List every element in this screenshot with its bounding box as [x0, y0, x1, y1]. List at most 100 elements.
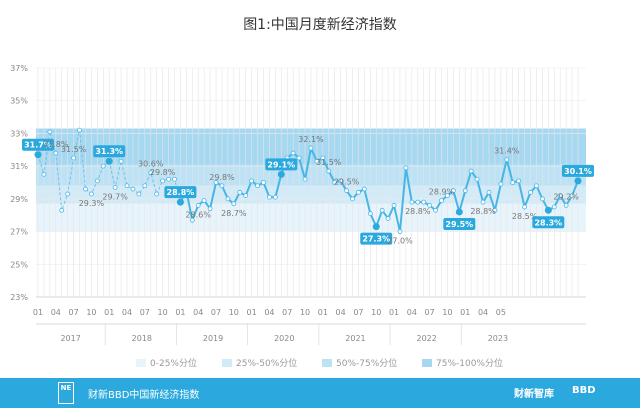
data-point: [397, 229, 403, 234]
legend-item-q3: 50%-75%分位: [322, 356, 397, 369]
x-tick-label: 07: [425, 308, 435, 317]
highlight-label-bg: [164, 186, 197, 199]
y-tick-label: 33%: [10, 129, 28, 138]
x-tick-label: 10: [442, 308, 452, 317]
data-point: [361, 186, 367, 192]
year-label: 2017: [60, 334, 80, 343]
x-axis: 01 04 07 10 01 04 07 10 01 04 07 10 01 04 07 10 01 04 07 10…: [33, 296, 586, 345]
data-point: [189, 217, 195, 223]
data-label: 31.5%: [61, 145, 87, 154]
x-tick-label: 01: [460, 308, 470, 317]
y-tick-label: 29%: [10, 195, 28, 204]
data-label: 29.8%: [150, 168, 176, 177]
highlight-label-bg: [443, 217, 476, 230]
legend-item-q4: 75%-100%分位: [422, 356, 503, 369]
highlight-label-bg: [532, 216, 565, 229]
legend-item-q1: 0-25%分位: [136, 356, 197, 369]
ne-logo: NE: [58, 382, 74, 404]
data-label: 28.6%: [186, 210, 212, 219]
data-point: [326, 168, 332, 174]
data-point: [433, 207, 438, 213]
data-point: [272, 194, 278, 200]
data-point: [166, 176, 171, 182]
data-point: [421, 199, 427, 205]
year-label: 2023: [488, 334, 508, 343]
data-point: [356, 189, 361, 195]
highlight-label-bg: [562, 164, 594, 177]
legend-swatch: [222, 358, 232, 367]
data-point: [130, 186, 136, 192]
x-tick-label: 01: [318, 308, 328, 317]
x-tick-label: 10: [300, 308, 310, 317]
legend-swatch: [322, 358, 332, 367]
data-point: [338, 178, 344, 184]
highlight-label: 28.8%: [167, 188, 195, 197]
data-label: 28.5%: [512, 212, 538, 221]
data-label: 29.5%: [334, 178, 360, 187]
highlight-label-bg: [22, 138, 54, 151]
data-point: [89, 191, 94, 197]
data-point: [172, 176, 177, 182]
data-point: [504, 157, 510, 163]
data-point: [486, 189, 492, 195]
data-point: [142, 183, 148, 189]
caixin-think-tank-logo: 财新智库: [514, 389, 554, 400]
data-point: [551, 204, 557, 210]
year-label: 2018: [132, 334, 152, 343]
data-point: [320, 155, 326, 161]
data-point: [83, 186, 88, 192]
data-point: [528, 189, 533, 195]
data-label: 31.5%: [316, 158, 342, 167]
data-point: [207, 206, 213, 212]
x-tick-label: 10: [229, 308, 239, 317]
data-point: [59, 207, 65, 213]
x-tick-label: 01: [33, 308, 43, 317]
x-tick-label: 01: [247, 308, 257, 317]
data-point: [71, 155, 77, 161]
highlight-point: [574, 177, 582, 185]
x-tick-label: 07: [282, 308, 292, 317]
x-tick-label: 10: [158, 308, 168, 317]
x-tick-label: 07: [211, 308, 221, 317]
highlight-label: 29.1%: [267, 160, 295, 169]
y-tick-label: 35%: [10, 97, 28, 106]
data-label: 31.8%: [43, 140, 69, 149]
highlight-point: [105, 157, 113, 165]
data-point: [243, 193, 249, 198]
highlight-label-bg: [265, 158, 298, 171]
highlight-label: 31.3%: [95, 147, 123, 156]
data-point: [415, 199, 421, 205]
legend-label: 50%-75%分位: [336, 359, 398, 369]
data-point: [314, 158, 320, 164]
x-tick-label: 04: [193, 308, 203, 317]
highlight-point: [455, 208, 463, 216]
data-point: [409, 199, 415, 205]
data-label: 31.4%: [494, 147, 520, 156]
data-point: [569, 193, 575, 198]
x-tick-label: 05: [496, 308, 506, 317]
legend-swatch: [136, 358, 146, 367]
x-tick-label: 07: [140, 308, 150, 317]
legend-label: 0-25%分位: [150, 359, 197, 369]
data-point: [124, 183, 130, 189]
x-tick-label: 04: [336, 308, 346, 317]
highlight-point: [372, 223, 380, 231]
data-point: [480, 199, 486, 205]
data-point: [118, 158, 124, 164]
highlight-label: 29.5%: [445, 220, 473, 229]
data-point: [445, 193, 450, 198]
legend-swatch: [422, 358, 432, 367]
data-point: [77, 127, 82, 133]
data-label: 29.2%: [553, 192, 579, 201]
data-point: [385, 216, 391, 221]
data-label: 28.9%: [429, 187, 455, 196]
data-point: [557, 193, 563, 198]
data-point: [65, 191, 71, 197]
x-tick-label: 07: [69, 308, 79, 317]
data-point: [391, 202, 397, 208]
data-point: [219, 183, 225, 189]
data-point: [498, 181, 504, 187]
data-point: [148, 170, 154, 176]
data-label: 29.7%: [102, 192, 128, 201]
data-point: [332, 180, 338, 185]
